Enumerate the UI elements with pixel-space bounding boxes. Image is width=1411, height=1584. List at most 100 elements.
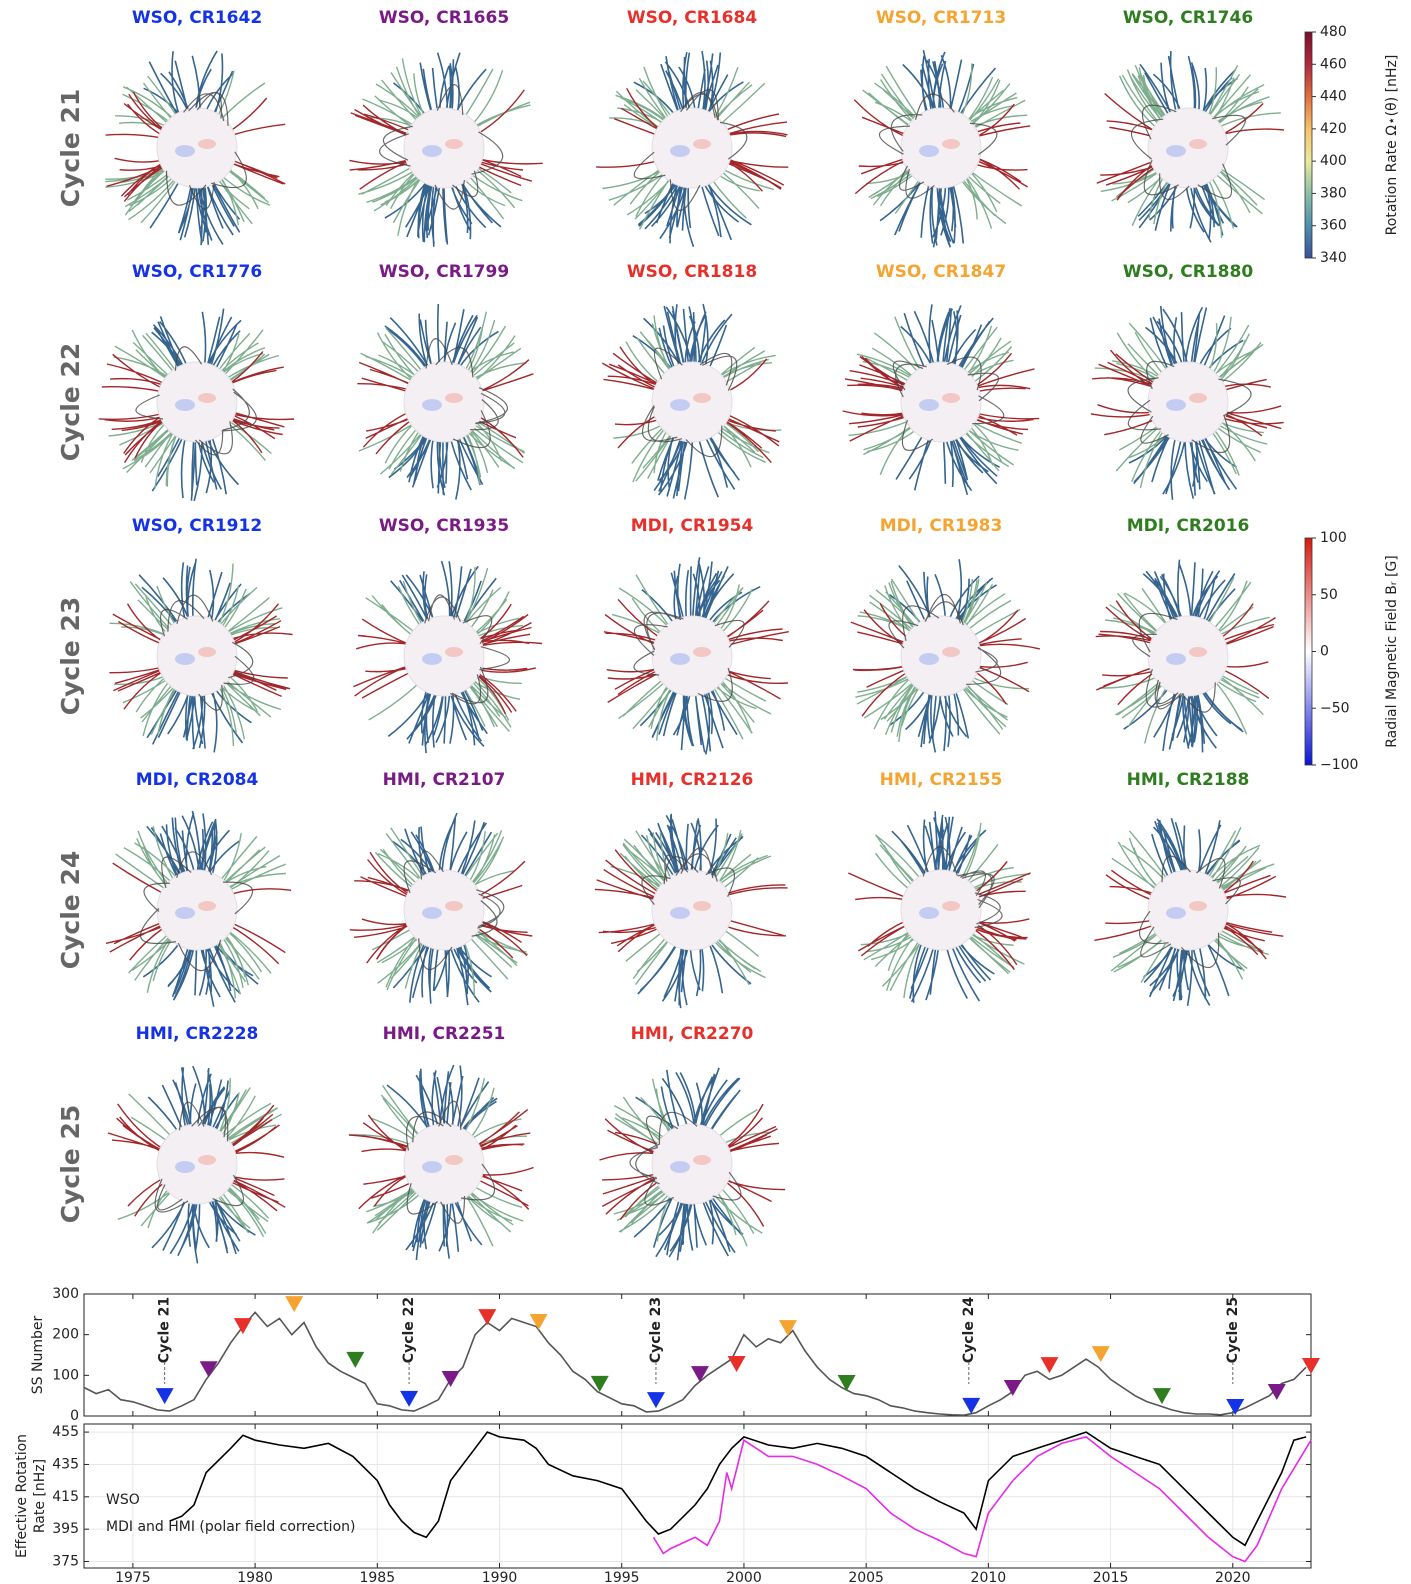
- field-lines: [142, 810, 259, 1007]
- colorbar: [1304, 537, 1313, 766]
- panel: [596, 50, 789, 248]
- panel-title: WSO, CR1665: [379, 8, 509, 28]
- magnetogram-patch: [175, 653, 195, 665]
- field-lines: [1094, 860, 1287, 960]
- panel: [109, 558, 293, 753]
- magnetogram-patch: [422, 1161, 442, 1173]
- magnetogram-patch: [693, 647, 711, 657]
- colorbar-tick-label: 400: [1320, 153, 1347, 169]
- field-lines: [855, 578, 1030, 742]
- field-lines: [848, 316, 1022, 475]
- cycle-marker: [590, 1375, 609, 1392]
- field-lines: [384, 303, 499, 500]
- panel-title: WSO, CR1880: [1123, 262, 1254, 282]
- magnetogram-patch: [1166, 145, 1186, 157]
- y-tick-label: 300: [52, 1286, 79, 1302]
- closed-loops: [642, 347, 738, 458]
- colorbar-tick-label: 460: [1320, 56, 1347, 72]
- panel: [599, 1067, 786, 1261]
- y-tick-label: 0: [70, 1408, 79, 1424]
- panel: [1090, 305, 1284, 500]
- magnetogram-patch: [1166, 399, 1186, 411]
- panel: [105, 810, 292, 1007]
- panel-title: MDI, CR2084: [136, 770, 259, 790]
- cycle-marker: [778, 1320, 797, 1337]
- sun-sphere: [651, 361, 733, 443]
- y-tick-label: 100: [52, 1367, 79, 1383]
- row-label: Cycle 22: [56, 343, 85, 461]
- closed-loops: [139, 851, 254, 972]
- magnetogram-patch: [1189, 901, 1207, 911]
- magnetogram-patch: [198, 901, 216, 911]
- cycle-marker: [727, 1355, 746, 1372]
- magnetogram-patch: [175, 907, 195, 919]
- sun-sphere: [403, 869, 485, 951]
- closed-loops: [892, 356, 1005, 451]
- x-tick-label: 1980: [237, 1570, 273, 1584]
- magnetogram-patch: [198, 647, 216, 657]
- cycle-marker: [441, 1370, 460, 1387]
- magnetogram-patch: [693, 393, 711, 403]
- colorbar-label: Rotation Rate Ω⋆(θ) [nHz]: [1384, 55, 1400, 236]
- panel-title: WSO, CR1912: [132, 516, 262, 536]
- cycle-marker: [478, 1309, 497, 1326]
- field-lines: [151, 308, 242, 502]
- sun-sphere: [900, 869, 982, 951]
- field-lines: [105, 91, 286, 202]
- panel-title: WSO, CR1684: [627, 8, 758, 28]
- magnetogram-patch: [422, 145, 442, 157]
- colorbar-tick-label: 100: [1320, 530, 1347, 546]
- panel-title: MDI, CR1954: [631, 516, 754, 536]
- closed-loops: [405, 1100, 496, 1224]
- y-axis-label: Rate [nHz]: [32, 1459, 48, 1533]
- sun-sphere: [156, 1123, 238, 1205]
- closed-loops: [135, 346, 257, 456]
- panel-title: HMI, CR2155: [880, 770, 1003, 790]
- panel: [348, 1064, 534, 1261]
- y-tick-label: 375: [52, 1554, 79, 1570]
- sun-sphere: [900, 361, 982, 443]
- magnetogram-patch: [175, 145, 195, 157]
- panel-title: MDI, CR2016: [1127, 516, 1250, 536]
- panel: [603, 557, 789, 755]
- field-lines: [386, 1064, 498, 1261]
- panel-title: WSO, CR1713: [876, 8, 1006, 28]
- field-lines: [639, 557, 761, 755]
- closed-loops: [633, 611, 745, 702]
- field-lines: [1128, 305, 1244, 500]
- field-lines: [387, 560, 497, 754]
- closed-loops: [1127, 360, 1252, 454]
- y-axis-label: Effective Rotation: [14, 1434, 30, 1558]
- data-line: [652, 1436, 1312, 1563]
- row-label: Cycle 24: [56, 851, 85, 969]
- magnetogram-patch: [919, 653, 939, 665]
- cycle-marker: [285, 1296, 304, 1313]
- field-lines: [601, 346, 780, 464]
- panel: [1095, 559, 1276, 753]
- closed-loops: [424, 594, 511, 705]
- sun-sphere: [651, 107, 733, 189]
- field-lines: [349, 851, 533, 964]
- magnetogram-patch: [445, 901, 463, 911]
- y-tick-label: 395: [52, 1521, 79, 1537]
- colorbar-tick-label: 360: [1320, 218, 1347, 234]
- colorbar-label: Radial Magnetic Field Bᵣ [G]: [1384, 555, 1400, 747]
- cycle-marker: [346, 1351, 365, 1368]
- cycle-marker: [529, 1314, 548, 1331]
- cycle-marker: [1152, 1388, 1171, 1405]
- x-tick-label: 2005: [848, 1570, 884, 1584]
- magnetogram-patch: [670, 907, 690, 919]
- field-lines: [862, 63, 1028, 229]
- panel-title: WSO, CR1799: [379, 262, 509, 282]
- field-lines: [879, 50, 997, 248]
- field-lines: [637, 813, 752, 1009]
- y-tick-label: 455: [52, 1424, 79, 1440]
- panel-title: HMI, CR2107: [383, 770, 506, 790]
- panel: [848, 811, 1031, 1003]
- x-tick-label: 1995: [604, 1570, 640, 1584]
- field-lines: [603, 598, 789, 703]
- panel-title: WSO, CR1746: [1123, 8, 1253, 28]
- field-lines: [632, 303, 740, 500]
- colorbar: [1304, 31, 1313, 259]
